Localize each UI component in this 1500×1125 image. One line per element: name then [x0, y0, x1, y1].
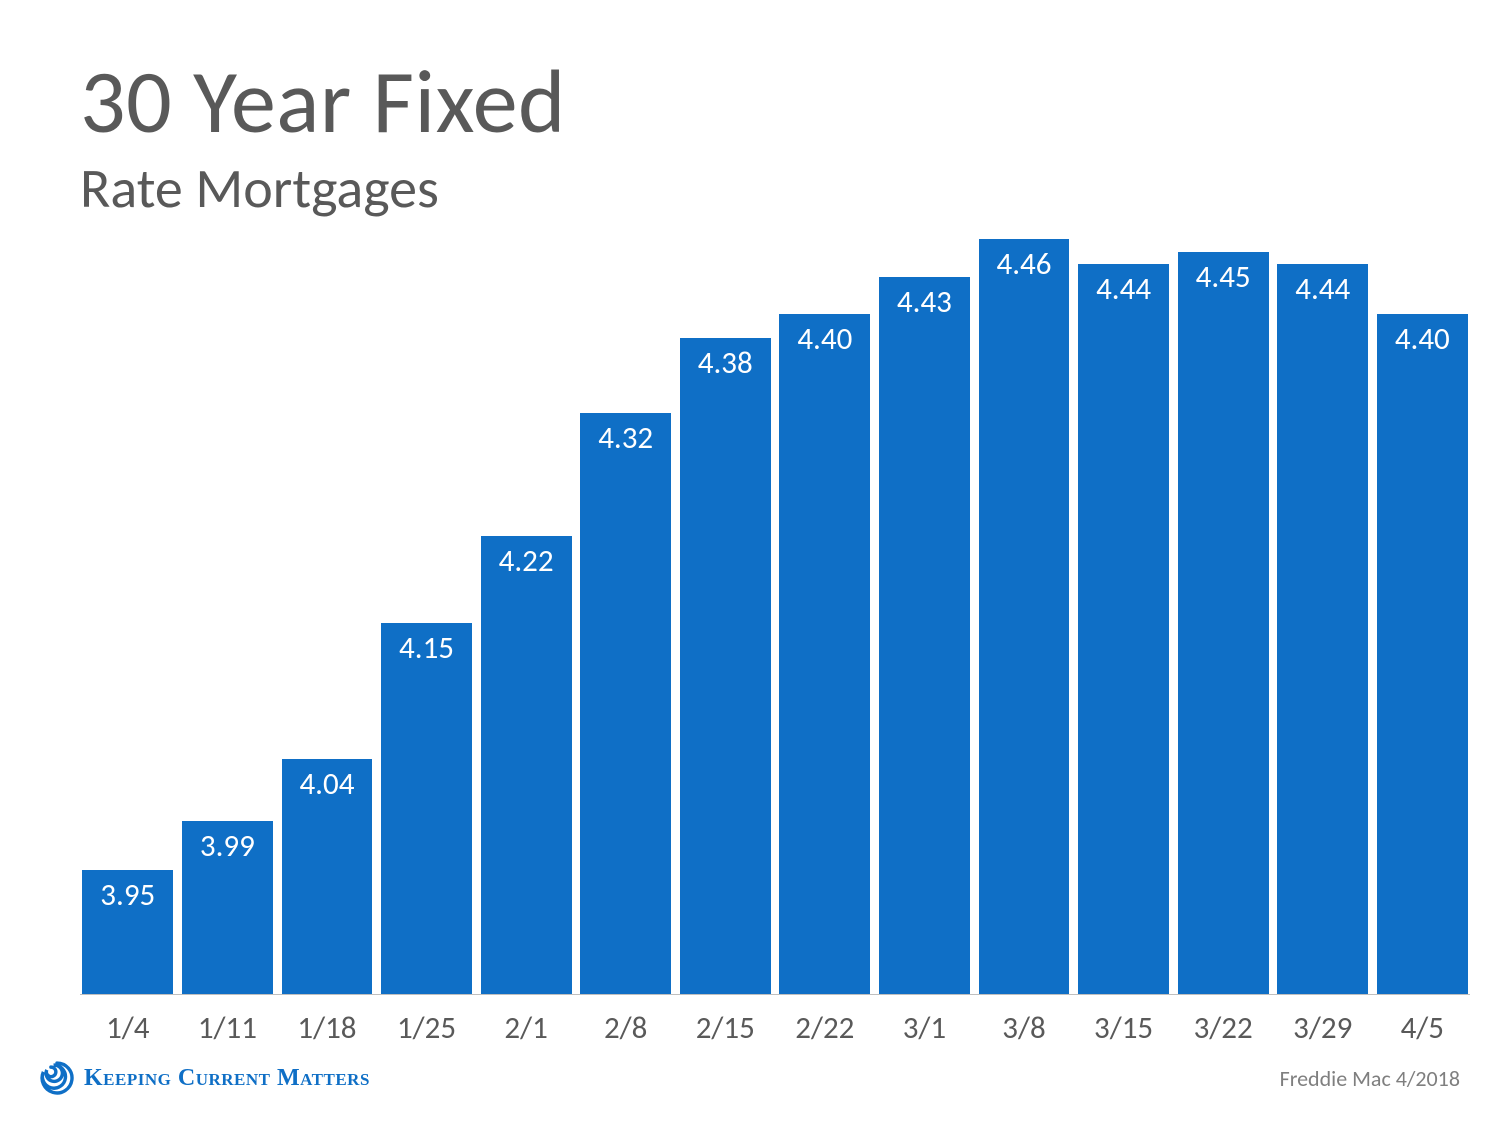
swirl-logo-icon [40, 1061, 74, 1095]
bar-value-label: 3.99 [182, 827, 273, 865]
bar-slot: 4.32 [578, 190, 674, 994]
brand-word-1: Keeping [84, 1065, 171, 1091]
bar: 4.04 [282, 759, 373, 994]
bar-slot: 4.44 [1076, 190, 1172, 994]
bar-value-label: 4.38 [680, 344, 771, 382]
x-axis-label: 3/8 [976, 1009, 1072, 1047]
bar: 4.22 [481, 536, 572, 994]
bars-container: 3.953.994.044.154.224.324.384.404.434.46… [80, 190, 1470, 995]
bar-slot: 4.38 [677, 190, 773, 994]
x-axis-label: 2/15 [677, 1009, 773, 1047]
x-axis-label: 3/15 [1076, 1009, 1172, 1047]
bar-value-label: 4.15 [381, 629, 472, 667]
x-axis-labels: 1/41/111/181/252/12/82/152/223/13/83/153… [80, 1009, 1470, 1047]
brand-word-3: Matters [277, 1065, 370, 1091]
bar-value-label: 3.95 [82, 876, 173, 914]
bar-value-label: 4.32 [580, 419, 671, 457]
x-axis-label: 1/11 [180, 1009, 276, 1047]
bar-value-label: 4.04 [282, 765, 373, 803]
bar: 3.99 [182, 821, 273, 994]
x-axis-label: 1/25 [379, 1009, 475, 1047]
bar-value-label: 4.46 [979, 245, 1070, 283]
bar-slot: 4.46 [976, 190, 1072, 994]
bar: 4.32 [580, 413, 671, 994]
x-axis-label: 1/4 [80, 1009, 176, 1047]
bar-value-label: 4.44 [1277, 270, 1368, 308]
bar-slot: 4.40 [1375, 190, 1471, 994]
bar-slot: 3.99 [180, 190, 276, 994]
chart-area: 3.953.994.044.154.224.324.384.404.434.46… [80, 190, 1470, 995]
bar: 4.38 [680, 338, 771, 994]
footer: Keeping Current Matters Freddie Mac 4/20… [40, 1061, 1460, 1095]
x-axis-label: 3/1 [877, 1009, 973, 1047]
bar-slot: 4.44 [1275, 190, 1371, 994]
bar: 4.15 [381, 623, 472, 994]
bar-slot: 4.45 [1175, 190, 1271, 994]
bar: 4.40 [779, 314, 870, 994]
x-axis-label: 3/22 [1175, 1009, 1271, 1047]
bar: 4.43 [879, 277, 970, 994]
bar-slot: 3.95 [80, 190, 176, 994]
x-axis-label: 1/18 [279, 1009, 375, 1047]
chart-title: 30 Year Fixed [80, 55, 566, 150]
brand-text: Keeping Current Matters [84, 1065, 370, 1092]
x-axis-label: 2/8 [578, 1009, 674, 1047]
bar: 4.44 [1277, 264, 1368, 994]
brand-word-2: Current [178, 1065, 271, 1091]
bar-slot: 4.04 [279, 190, 375, 994]
bar-value-label: 4.40 [1377, 320, 1468, 358]
bar-value-label: 4.43 [879, 283, 970, 321]
bar-slot: 4.15 [379, 190, 475, 994]
brand: Keeping Current Matters [40, 1061, 370, 1095]
bar-value-label: 4.44 [1078, 270, 1169, 308]
swirl-path [42, 1063, 72, 1093]
source-attribution: Freddie Mac 4/2018 [1280, 1065, 1460, 1092]
bar-slot: 4.43 [877, 190, 973, 994]
bar: 4.40 [1377, 314, 1468, 994]
bar: 4.46 [979, 239, 1070, 994]
bar-value-label: 4.45 [1178, 258, 1269, 296]
x-axis-label: 4/5 [1375, 1009, 1471, 1047]
x-axis-label: 2/22 [777, 1009, 873, 1047]
bar-value-label: 4.22 [481, 542, 572, 580]
bar: 4.45 [1178, 252, 1269, 994]
bar-slot: 4.22 [478, 190, 574, 994]
bar: 3.95 [82, 870, 173, 994]
bar: 4.44 [1078, 264, 1169, 994]
x-axis-label: 3/29 [1275, 1009, 1371, 1047]
chart-canvas: 30 Year Fixed Rate Mortgages 3.953.994.0… [0, 0, 1500, 1125]
bar-slot: 4.40 [777, 190, 873, 994]
x-axis-label: 2/1 [478, 1009, 574, 1047]
bar-value-label: 4.40 [779, 320, 870, 358]
